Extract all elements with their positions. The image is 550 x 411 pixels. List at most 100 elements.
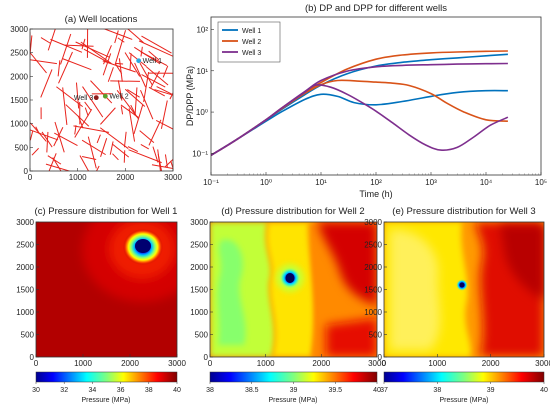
fracture-line xyxy=(30,131,34,141)
fracture-line xyxy=(102,53,112,76)
x-tick-label: 2000 xyxy=(121,359,139,368)
fracture-line xyxy=(134,62,147,88)
fracture-line xyxy=(124,52,141,77)
fracture-line xyxy=(99,127,129,149)
colorbar-tick-label: 38.5 xyxy=(245,387,259,394)
x-tick-label: 10⁴ xyxy=(480,178,493,187)
fracture-line xyxy=(120,106,124,115)
well-marker xyxy=(93,95,99,101)
panel-c-colorbar-label: Pressure (MPa) xyxy=(81,397,130,404)
x-tick-label: 0 xyxy=(34,359,39,368)
panel-c-ticks: 0 1000 2000 3000 0 500 1000 1500 2000 2500 3000 xyxy=(16,218,186,368)
fracture-line xyxy=(80,41,112,64)
fracture-line xyxy=(127,89,140,98)
fracture-line xyxy=(148,86,165,97)
x-tick-label: 1000 xyxy=(74,359,92,368)
fracture-line xyxy=(102,60,136,73)
fracture-line xyxy=(151,164,173,169)
x-tick-label: 1000 xyxy=(257,359,275,368)
colorbar-tick-label: 37 xyxy=(380,387,388,394)
y-tick-label: 500 xyxy=(195,331,209,340)
fracture-line xyxy=(114,63,123,74)
fracture-line xyxy=(112,153,119,161)
fracture-line xyxy=(30,51,47,74)
fracture-line xyxy=(157,149,161,171)
panel-a-title: (a) Well locations xyxy=(65,14,138,25)
fracture-line xyxy=(170,160,173,170)
y-tick-label: 1500 xyxy=(16,286,34,295)
legend-label: Well 2 xyxy=(242,39,261,46)
fracture-line xyxy=(139,130,155,144)
fracture-line xyxy=(140,143,150,150)
x-tick-label: 10⁵ xyxy=(535,178,547,187)
panel-a-frame xyxy=(29,28,174,172)
fracture-line xyxy=(30,59,57,65)
fracture-line xyxy=(40,37,51,44)
colorbar-tick-label: 40 xyxy=(373,387,381,394)
y-tick-label: 1000 xyxy=(190,308,208,317)
y-tick-label: 1000 xyxy=(364,308,382,317)
fracture-line xyxy=(134,46,161,65)
fracture-line xyxy=(146,66,169,86)
fracture-line xyxy=(134,87,138,116)
y-tick-label: 3000 xyxy=(190,218,208,227)
colorbar-tick-label: 30 xyxy=(32,387,40,394)
x-tick-label: 0 xyxy=(382,359,387,368)
x-tick-label: 10¹ xyxy=(315,178,327,187)
series-line-dp xyxy=(211,62,508,156)
x-tick-label: 0 xyxy=(208,359,213,368)
fracture-line xyxy=(124,88,146,107)
fracture-line xyxy=(148,50,160,61)
fracture-line xyxy=(164,154,168,168)
fracture-line xyxy=(103,45,112,65)
panel-b-legend: Well 1 Well 2 Well 3 xyxy=(217,21,281,63)
colorbar-tick-label: 34 xyxy=(89,387,97,394)
x-tick-label: 3000 xyxy=(535,359,550,368)
fracture-line xyxy=(77,115,84,129)
fracture-line xyxy=(117,80,123,101)
fracture-line xyxy=(115,62,124,65)
fracture-line xyxy=(127,146,139,153)
fracture-line xyxy=(154,89,173,96)
x-tick-label: 3000 xyxy=(368,359,386,368)
panel-a: (a) Well locations Well 1 Well 2 Well 3 0 1… xyxy=(10,14,182,182)
panel-d-title: (d) Pressure distribution for Well 2 xyxy=(221,206,364,217)
fracture-line xyxy=(84,107,89,117)
fracture-line xyxy=(150,70,160,89)
fracture-line xyxy=(74,125,77,135)
well-label: Well 3 xyxy=(74,95,93,102)
fracture-line xyxy=(40,69,53,98)
fracture-line xyxy=(54,132,78,146)
fracture-line xyxy=(120,104,139,118)
panel-d-colorbar-ticks: 38 38.5 39 39.5 40 xyxy=(206,382,381,394)
colorbar-tick-label: 40 xyxy=(173,387,181,394)
fracture-line xyxy=(117,37,125,43)
colorbar-tick-label: 39.5 xyxy=(328,387,342,394)
fracture-line xyxy=(65,104,90,127)
fracture-line xyxy=(127,29,144,44)
fracture-line xyxy=(138,40,173,57)
panel-b-title: (b) DP and DPP for different wells xyxy=(305,3,447,14)
well-marker xyxy=(102,93,108,99)
panel-d: (d) Pressure distribution for Well 2 0 10… xyxy=(190,206,386,404)
fracture-line xyxy=(50,38,83,53)
legend-label: Well 1 xyxy=(242,28,261,35)
y-tick-label: 2500 xyxy=(10,49,28,58)
panel-e: (e) Pressure distribution for Well 3 0 10… xyxy=(364,206,550,404)
legend-box xyxy=(217,21,281,63)
fracture-line xyxy=(81,139,106,156)
fracture-line xyxy=(140,89,154,120)
fracture-line xyxy=(45,163,71,171)
y-tick-label: 0 xyxy=(204,353,209,362)
legend-label: Well 3 xyxy=(242,50,261,57)
fracture-line xyxy=(87,136,97,169)
y-tick-label: 3000 xyxy=(10,25,28,34)
well-markers: Well 1 Well 2 Well 3 xyxy=(74,58,162,102)
fracture-line xyxy=(64,44,94,47)
fracture-line xyxy=(139,62,153,86)
y-tick-label: 500 xyxy=(21,331,35,340)
x-tick-label: 2000 xyxy=(482,359,500,368)
fracture-line xyxy=(148,119,162,146)
